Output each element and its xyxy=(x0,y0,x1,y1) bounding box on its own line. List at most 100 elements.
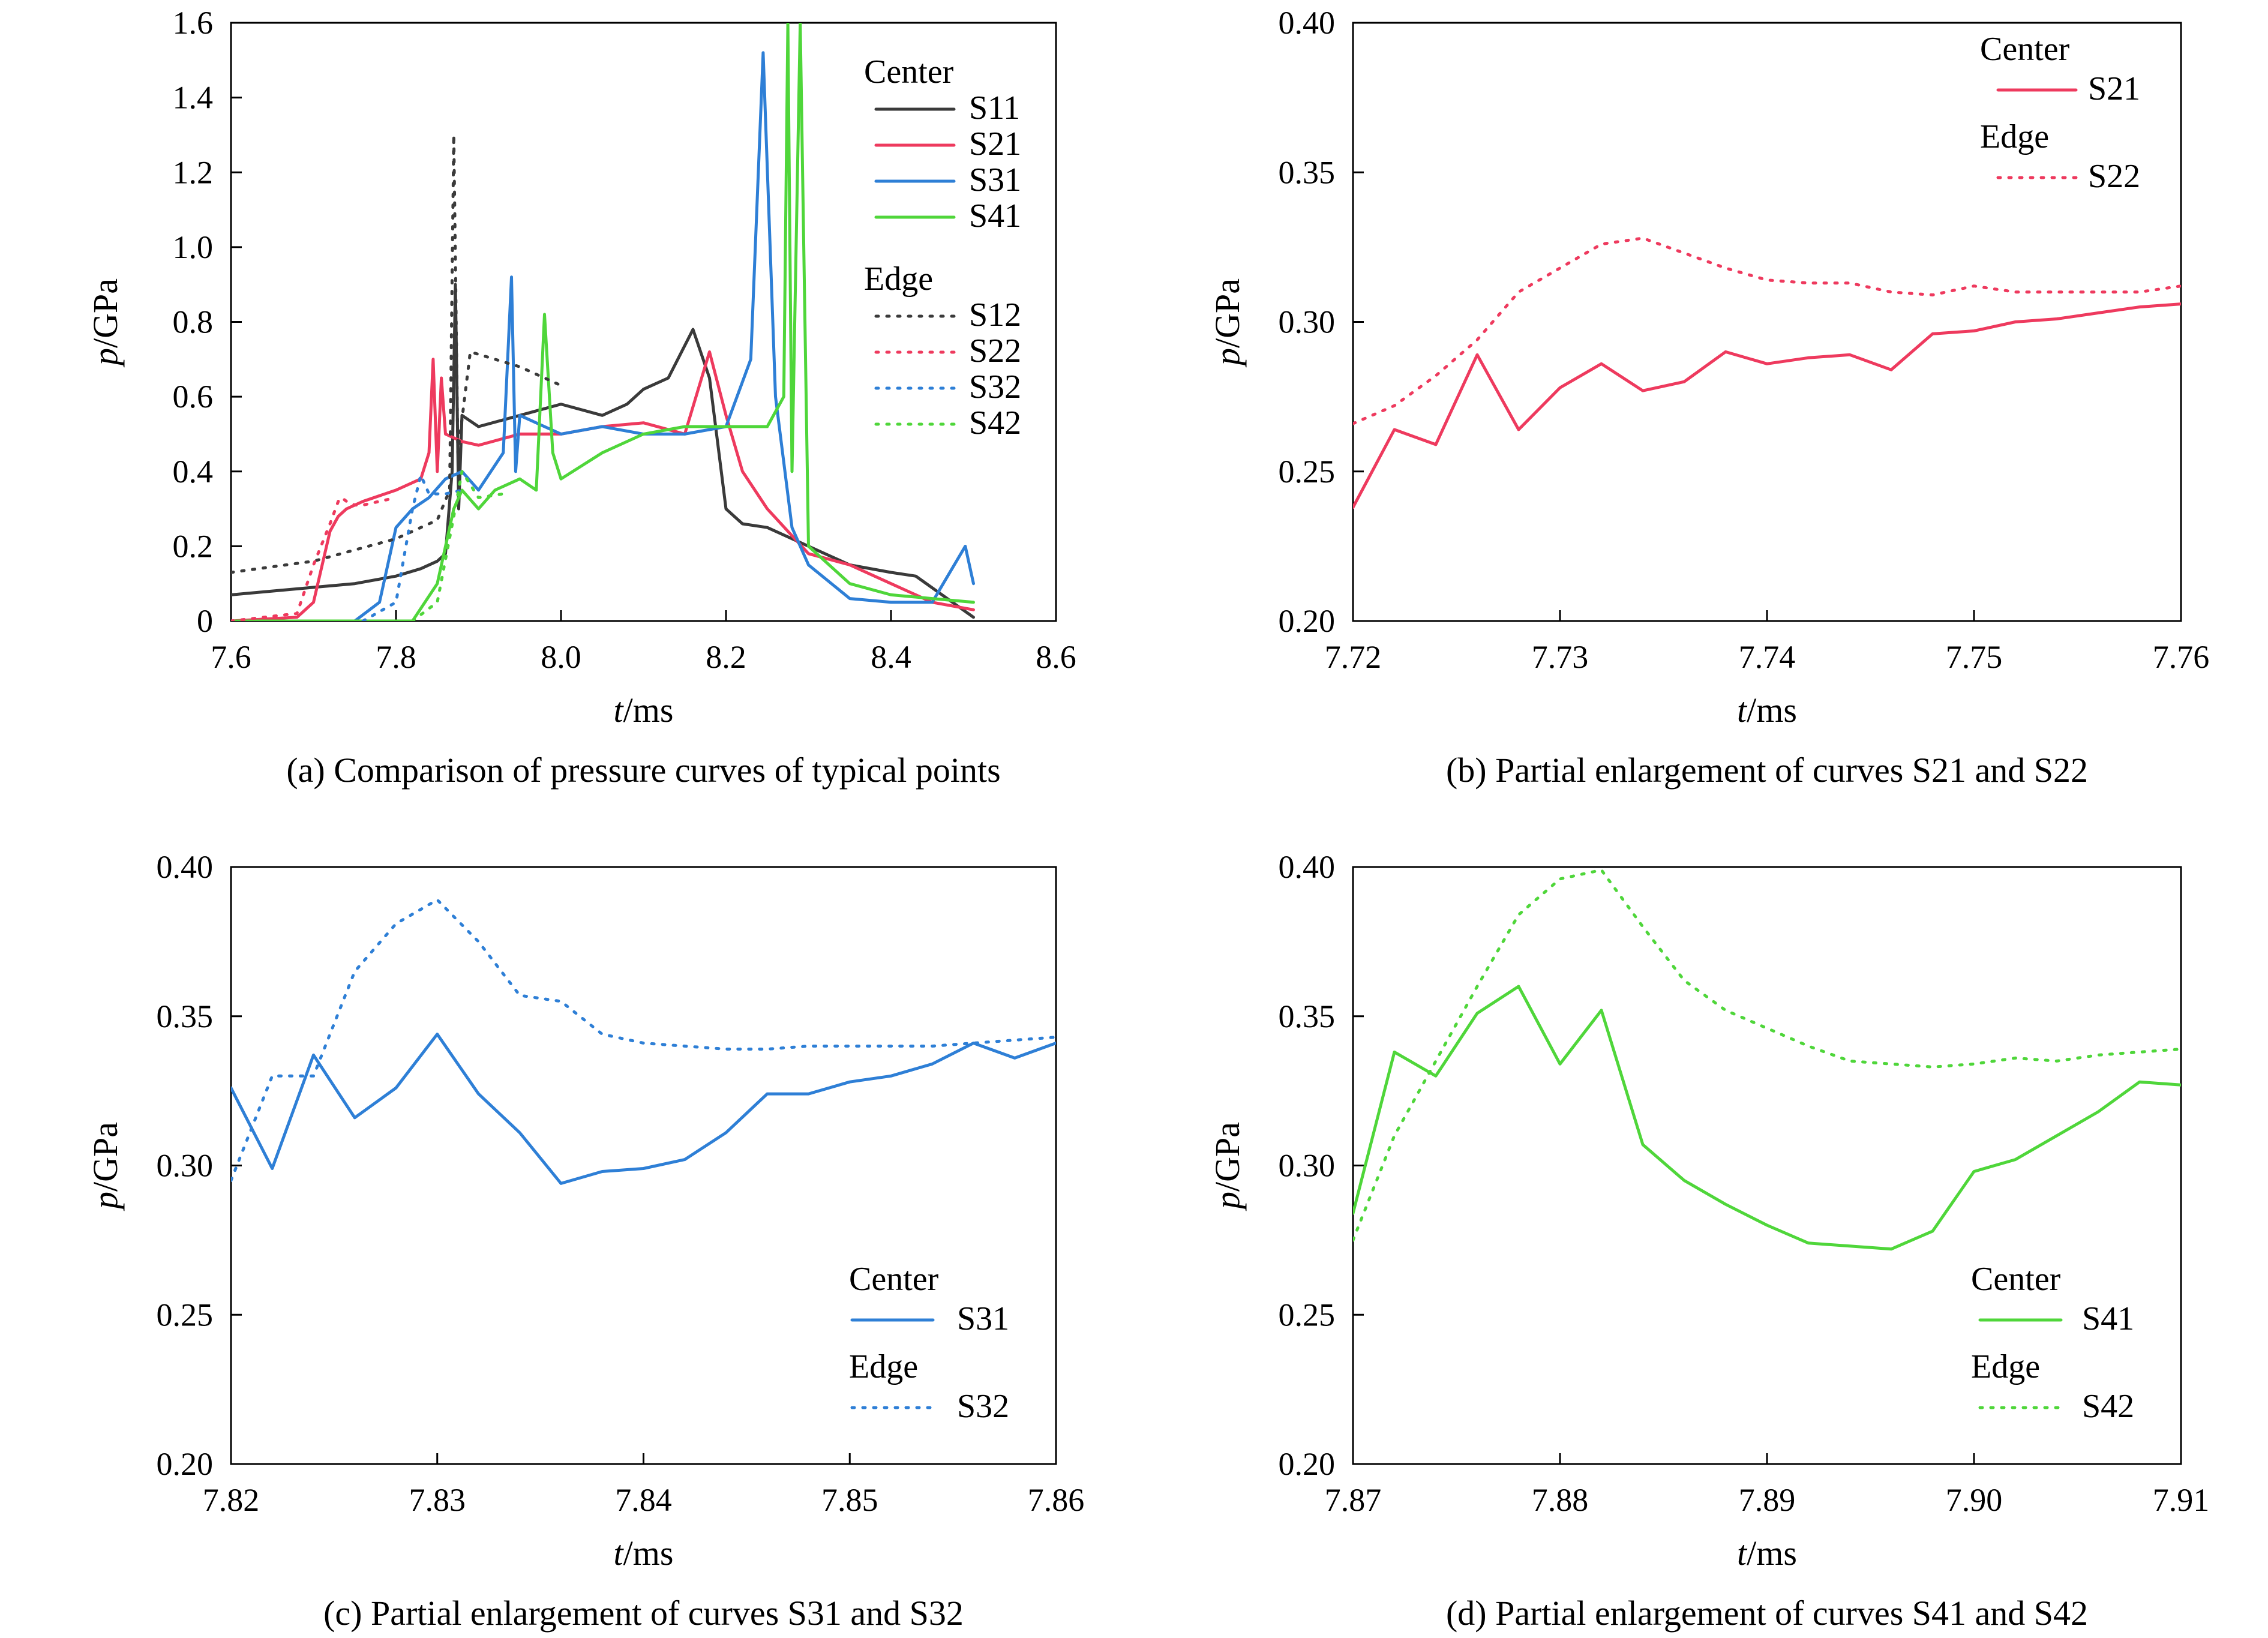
series-line-S32 xyxy=(361,473,464,621)
y-tick-label: 0.40 xyxy=(1279,5,1336,41)
legend-label-S22: S22 xyxy=(2088,158,2140,195)
y-tick-label: 0.4 xyxy=(173,454,214,490)
y-tick-label: 0.2 xyxy=(173,528,214,564)
x-axis-label-symbol: t xyxy=(1737,691,1748,730)
y-tick-label: 0 xyxy=(197,603,213,639)
x-tick-label: 7.6 xyxy=(211,639,251,675)
x-axis-label: t/ms xyxy=(614,691,674,730)
y-axis-label-symbol: p xyxy=(1208,348,1247,368)
series-line-S32 xyxy=(231,898,1056,1182)
legend-label-S31: S31 xyxy=(969,161,1021,199)
y-axis-label: p/GPa xyxy=(1208,1122,1247,1211)
y-tick-label: 0.30 xyxy=(157,1148,214,1184)
panel-caption: (c) Partial enlargement of curves S31 an… xyxy=(323,1594,964,1633)
x-tick-label: 7.8 xyxy=(376,639,416,675)
x-tick-label: 7.75 xyxy=(1946,639,2003,675)
x-tick-label: 7.85 xyxy=(821,1482,878,1518)
panel-b: 7.72 7.73 7.74 7.75 7.76 0.20 0.25 0.30 0.35 0.40… xyxy=(1208,5,2209,790)
series-line-S31 xyxy=(231,51,975,621)
y-tick-label: 1.0 xyxy=(173,229,214,265)
series-line-S11 xyxy=(231,283,975,619)
x-axis-label-unit: /ms xyxy=(1747,1534,1797,1573)
series-line-S21 xyxy=(231,350,975,621)
legend-label-S42: S42 xyxy=(2082,1388,2134,1425)
y-tick-label: 0.25 xyxy=(157,1297,214,1333)
legend-group-title: Edge xyxy=(1980,118,2049,155)
y-tick-label: 0.35 xyxy=(157,998,214,1034)
plot-frame xyxy=(230,866,1057,1465)
y-tick-label: 1.4 xyxy=(173,80,214,116)
x-tick-label: 7.74 xyxy=(1739,639,1796,675)
y-axis-label-unit: /GPa xyxy=(86,1122,125,1192)
plot-frame xyxy=(1352,22,2182,622)
x-axis-label-unit: /ms xyxy=(623,1534,674,1573)
panel-d: 7.87 7.88 7.89 7.90 7.91 0.20 0.25 0.30 0.35 0.40… xyxy=(1208,849,2209,1633)
panel-caption: (d) Partial enlargement of curves S41 an… xyxy=(1446,1594,2088,1633)
x-tick-label: 7.89 xyxy=(1739,1482,1796,1518)
legend-label-S21: S21 xyxy=(2088,70,2140,107)
legend-label-S22: S22 xyxy=(969,332,1021,370)
y-tick-label: 0.20 xyxy=(1279,603,1336,639)
panel-caption: (a) Comparison of pressure curves of typ… xyxy=(286,751,1000,790)
series-line-S31 xyxy=(231,1033,1056,1185)
series-line-S21 xyxy=(1353,302,2181,509)
y-axis-label: p/GPa xyxy=(86,1122,125,1211)
series-line-S22 xyxy=(1353,236,2181,425)
x-tick-label: 7.82 xyxy=(203,1482,260,1518)
legend-label-S32: S32 xyxy=(969,368,1021,406)
y-tick-label: 0.30 xyxy=(1279,304,1336,340)
y-tick-label: 0.35 xyxy=(1279,154,1336,190)
x-tick-label: 7.86 xyxy=(1028,1482,1085,1518)
legend-label-S12: S12 xyxy=(969,296,1021,334)
y-tick-label: 0.40 xyxy=(1279,849,1336,885)
x-tick-label: 7.84 xyxy=(615,1482,672,1518)
x-axis-label: t/ms xyxy=(1737,691,1797,730)
series-line-S42 xyxy=(411,470,505,621)
series-line-S41 xyxy=(1353,985,2181,1251)
y-tick-label: 0.30 xyxy=(1279,1148,1336,1184)
series-group xyxy=(1353,236,2181,509)
x-axis-label-symbol: t xyxy=(614,691,625,730)
legend-label-S41: S41 xyxy=(969,197,1021,235)
legend-group-title: Center xyxy=(1980,31,2070,68)
y-tick-label: 0.8 xyxy=(173,304,214,340)
y-axis-label-symbol: p xyxy=(86,1192,125,1211)
x-tick-label: 7.87 xyxy=(1325,1482,1382,1518)
legend-group-title: Center xyxy=(1971,1261,2061,1298)
x-tick-label: 8.2 xyxy=(706,639,746,675)
series-group xyxy=(231,23,975,621)
legend-label-S31: S31 xyxy=(957,1300,1009,1337)
legend-group-title: Center xyxy=(864,53,954,91)
series-line-S42 xyxy=(1353,868,2181,1242)
legend-label-S11: S11 xyxy=(969,89,1020,127)
y-tick-label: 0.20 xyxy=(157,1446,214,1482)
x-tick-label: 7.88 xyxy=(1532,1482,1589,1518)
panel-a: 7.6 7.8 8.0 8.2 8.4 8.6 0 0.2 0.4 0.6 0.8 1.0 1.2 1.4… xyxy=(86,5,1076,790)
y-tick-label: 0.25 xyxy=(1279,454,1336,490)
x-tick-label: 8.0 xyxy=(541,639,581,675)
y-axis-label: p/GPa xyxy=(1208,278,1247,368)
x-axis-label-unit: /ms xyxy=(1747,691,1797,730)
legend-group-title: Edge xyxy=(849,1348,918,1385)
x-axis-label-symbol: t xyxy=(614,1534,625,1573)
y-tick-label: 1.6 xyxy=(173,5,214,41)
legend: Center S31 Edge S32 xyxy=(849,1261,1009,1425)
y-axis-label-unit: /GPa xyxy=(1208,278,1247,348)
plot-frame xyxy=(230,22,1057,622)
legend-group-title: Edge xyxy=(1971,1348,2040,1385)
x-tick-label: 7.83 xyxy=(409,1482,466,1518)
x-axis-label-symbol: t xyxy=(1737,1534,1748,1573)
legend-group-title: Center xyxy=(849,1261,939,1298)
legend-group-title: Edge xyxy=(864,260,933,298)
legend-label-S41: S41 xyxy=(2082,1300,2134,1337)
legend: Center S21 Edge S22 xyxy=(1980,31,2140,195)
x-tick-label: 7.73 xyxy=(1532,639,1589,675)
y-tick-label: 1.2 xyxy=(173,154,214,190)
y-tick-label: 0.40 xyxy=(157,849,214,885)
y-tick-label: 0.25 xyxy=(1279,1297,1336,1333)
y-tick-label: 0.35 xyxy=(1279,998,1336,1034)
legend-label-S32: S32 xyxy=(957,1388,1009,1425)
y-axis-label: p/GPa xyxy=(86,278,125,368)
